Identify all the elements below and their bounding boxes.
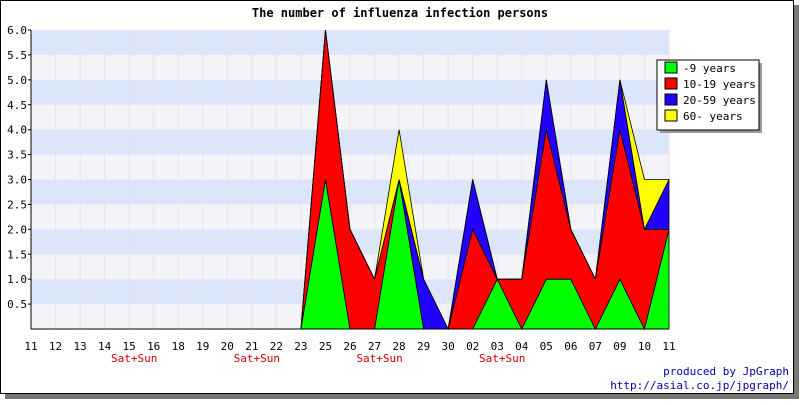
legend-swatch — [664, 77, 678, 90]
y-tick-label: 5.0 — [7, 74, 27, 87]
x-tick-label: 26 — [343, 340, 356, 353]
y-tick-label: 2.5 — [7, 198, 27, 211]
x-tick-label: 05 — [540, 340, 553, 353]
weekend-label: Sat+Sun — [234, 352, 280, 365]
x-tick-label: 18 — [172, 340, 185, 353]
legend-label: -9 years — [683, 62, 736, 75]
y-tick-label: 1.5 — [7, 248, 27, 261]
x-tick-label: 29 — [417, 340, 430, 353]
x-tick-label: 04 — [515, 340, 529, 353]
y-tick-label: 6.0 — [7, 24, 27, 37]
x-tick-labels: 11 12 13 14 15 16 18 19 20 21 22 23 25 26 27 28 29 30 02 03… — [24, 340, 675, 353]
x-tick-label: 11 — [662, 340, 675, 353]
x-tick-label: 11 — [24, 340, 37, 353]
x-tick-label: 15 — [123, 340, 136, 353]
legend-label: 60- years — [683, 110, 743, 123]
chart-title: The number of influenza infection person… — [252, 6, 548, 20]
legend: -9 years 10-19 years 20-59 years 60- years — [656, 59, 762, 133]
x-tick-label: 13 — [73, 340, 86, 353]
x-tick-label: 20 — [221, 340, 234, 353]
x-tick-label: 12 — [49, 340, 62, 353]
y-tick-label: 2.0 — [7, 223, 27, 236]
y-tick-label: 1.0 — [7, 273, 27, 286]
x-tick-label: 06 — [564, 340, 577, 353]
legend-items: -9 years 10-19 years 20-59 years 60- years — [664, 61, 756, 123]
legend-swatch — [664, 109, 678, 122]
x-tick-label: 03 — [491, 340, 504, 353]
legend-swatch — [664, 93, 678, 106]
footer-credit: produced by JpGraph — [663, 365, 789, 378]
x-tick-label: 07 — [589, 340, 602, 353]
x-tick-label: 09 — [613, 340, 626, 353]
legend-swatch — [664, 61, 678, 74]
weekend-label: Sat+Sun — [479, 352, 525, 365]
weekend-labels: Sat+Sun Sat+Sun Sat+Sun Sat+Sun — [111, 352, 525, 365]
x-tick-label: 30 — [442, 340, 455, 353]
legend-label: 10-19 years — [683, 78, 756, 91]
x-tick-label: 25 — [319, 340, 332, 353]
x-tick-label: 16 — [147, 340, 160, 353]
y-tick-label: 3.0 — [7, 174, 27, 187]
x-tick-label: 23 — [294, 340, 307, 353]
x-tick-label: 21 — [245, 340, 258, 353]
y-tick-label: 0.5 — [7, 298, 27, 311]
x-tick-label: 28 — [392, 340, 405, 353]
y-tick-label: 3.5 — [7, 149, 27, 162]
x-tick-label: 27 — [368, 340, 381, 353]
footer-url: http://asial.co.jp/jpgraph/ — [610, 379, 789, 392]
x-tick-label: 22 — [270, 340, 283, 353]
y-tick-labels: 6.0 5.5 5.0 4.5 4.0 3.5 3.0 2.5 2.0 1.5 1.0 0.5 — [7, 24, 31, 311]
y-tick-label: 4.5 — [7, 99, 27, 112]
y-tick-label: 4.0 — [7, 124, 27, 137]
x-tick-label: 10 — [638, 340, 651, 353]
x-tick-label: 19 — [196, 340, 209, 353]
x-tick-label: 02 — [466, 340, 479, 353]
weekend-label: Sat+Sun — [111, 352, 157, 365]
legend-label: 20-59 years — [683, 94, 756, 107]
x-tick-label: 14 — [98, 340, 112, 353]
weekend-label: Sat+Sun — [356, 352, 402, 365]
y-tick-label: 5.5 — [7, 49, 27, 62]
